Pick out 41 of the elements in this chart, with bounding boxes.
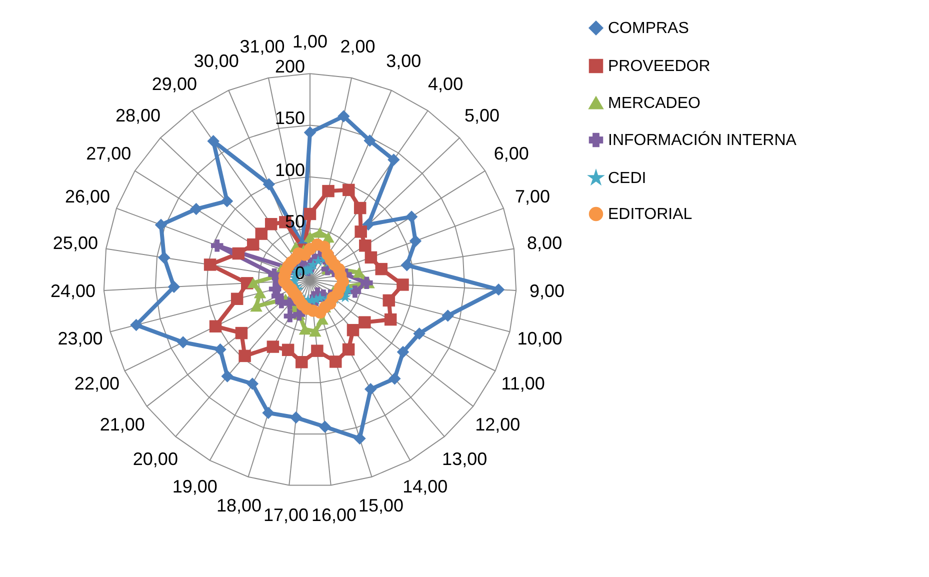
spoke-label: 25,00: [52, 233, 98, 254]
spoke-label: 13,00: [442, 449, 488, 470]
y-tick-label: 100: [274, 160, 305, 180]
spoke-label: 31,00: [240, 36, 285, 57]
spoke-label: 19,00: [172, 476, 218, 496]
spoke-label: 22,00: [74, 374, 120, 394]
spoke-label: 11,00: [501, 374, 545, 394]
spoke-label: 8,00: [527, 233, 562, 254]
spoke-label: 29,00: [152, 74, 197, 94]
spoke-label: 17,00: [263, 505, 309, 526]
spoke-label: 21,00: [100, 414, 145, 434]
spoke-label: 28,00: [115, 106, 161, 126]
spoke-label: 5,00: [464, 106, 500, 126]
y-tick-label: 200: [274, 56, 305, 77]
y-tick-label: 150: [274, 108, 305, 128]
spoke-label: 7,00: [515, 186, 550, 207]
legend-label: COMPRAS: [608, 20, 689, 37]
spoke-label: 26,00: [64, 186, 110, 207]
spoke-label: 6,00: [494, 143, 529, 164]
spoke-label: 3,00: [386, 50, 422, 71]
legend-label: MERCADEO: [608, 95, 700, 112]
spoke-label: 12,00: [475, 414, 520, 434]
spoke-label: 10,00: [517, 328, 562, 348]
spoke-label: 16,00: [311, 505, 357, 526]
spoke-label: 30,00: [194, 50, 239, 71]
spoke-label: 18,00: [216, 495, 262, 516]
legend-label: CEDI: [608, 170, 646, 187]
y-tick-label: 50: [284, 211, 305, 232]
spoke-label: 14,00: [402, 476, 448, 496]
spoke-label: 24,00: [50, 281, 96, 302]
spoke-label: 4,00: [428, 74, 464, 94]
spoke-label: 27,00: [86, 143, 132, 164]
legend-label: INFORMACIÓN INTERNA: [608, 131, 797, 149]
spoke-label: 20,00: [132, 449, 178, 470]
legend-label: PROVEEDOR: [608, 58, 710, 75]
spoke-label: 9,00: [529, 281, 565, 302]
legend-label: EDITORIAL: [608, 206, 692, 223]
spoke-label: 2,00: [340, 36, 376, 57]
spoke-label: 1,00: [292, 32, 328, 52]
spoke-label: 23,00: [58, 328, 103, 348]
spoke-label: 15,00: [358, 495, 404, 516]
